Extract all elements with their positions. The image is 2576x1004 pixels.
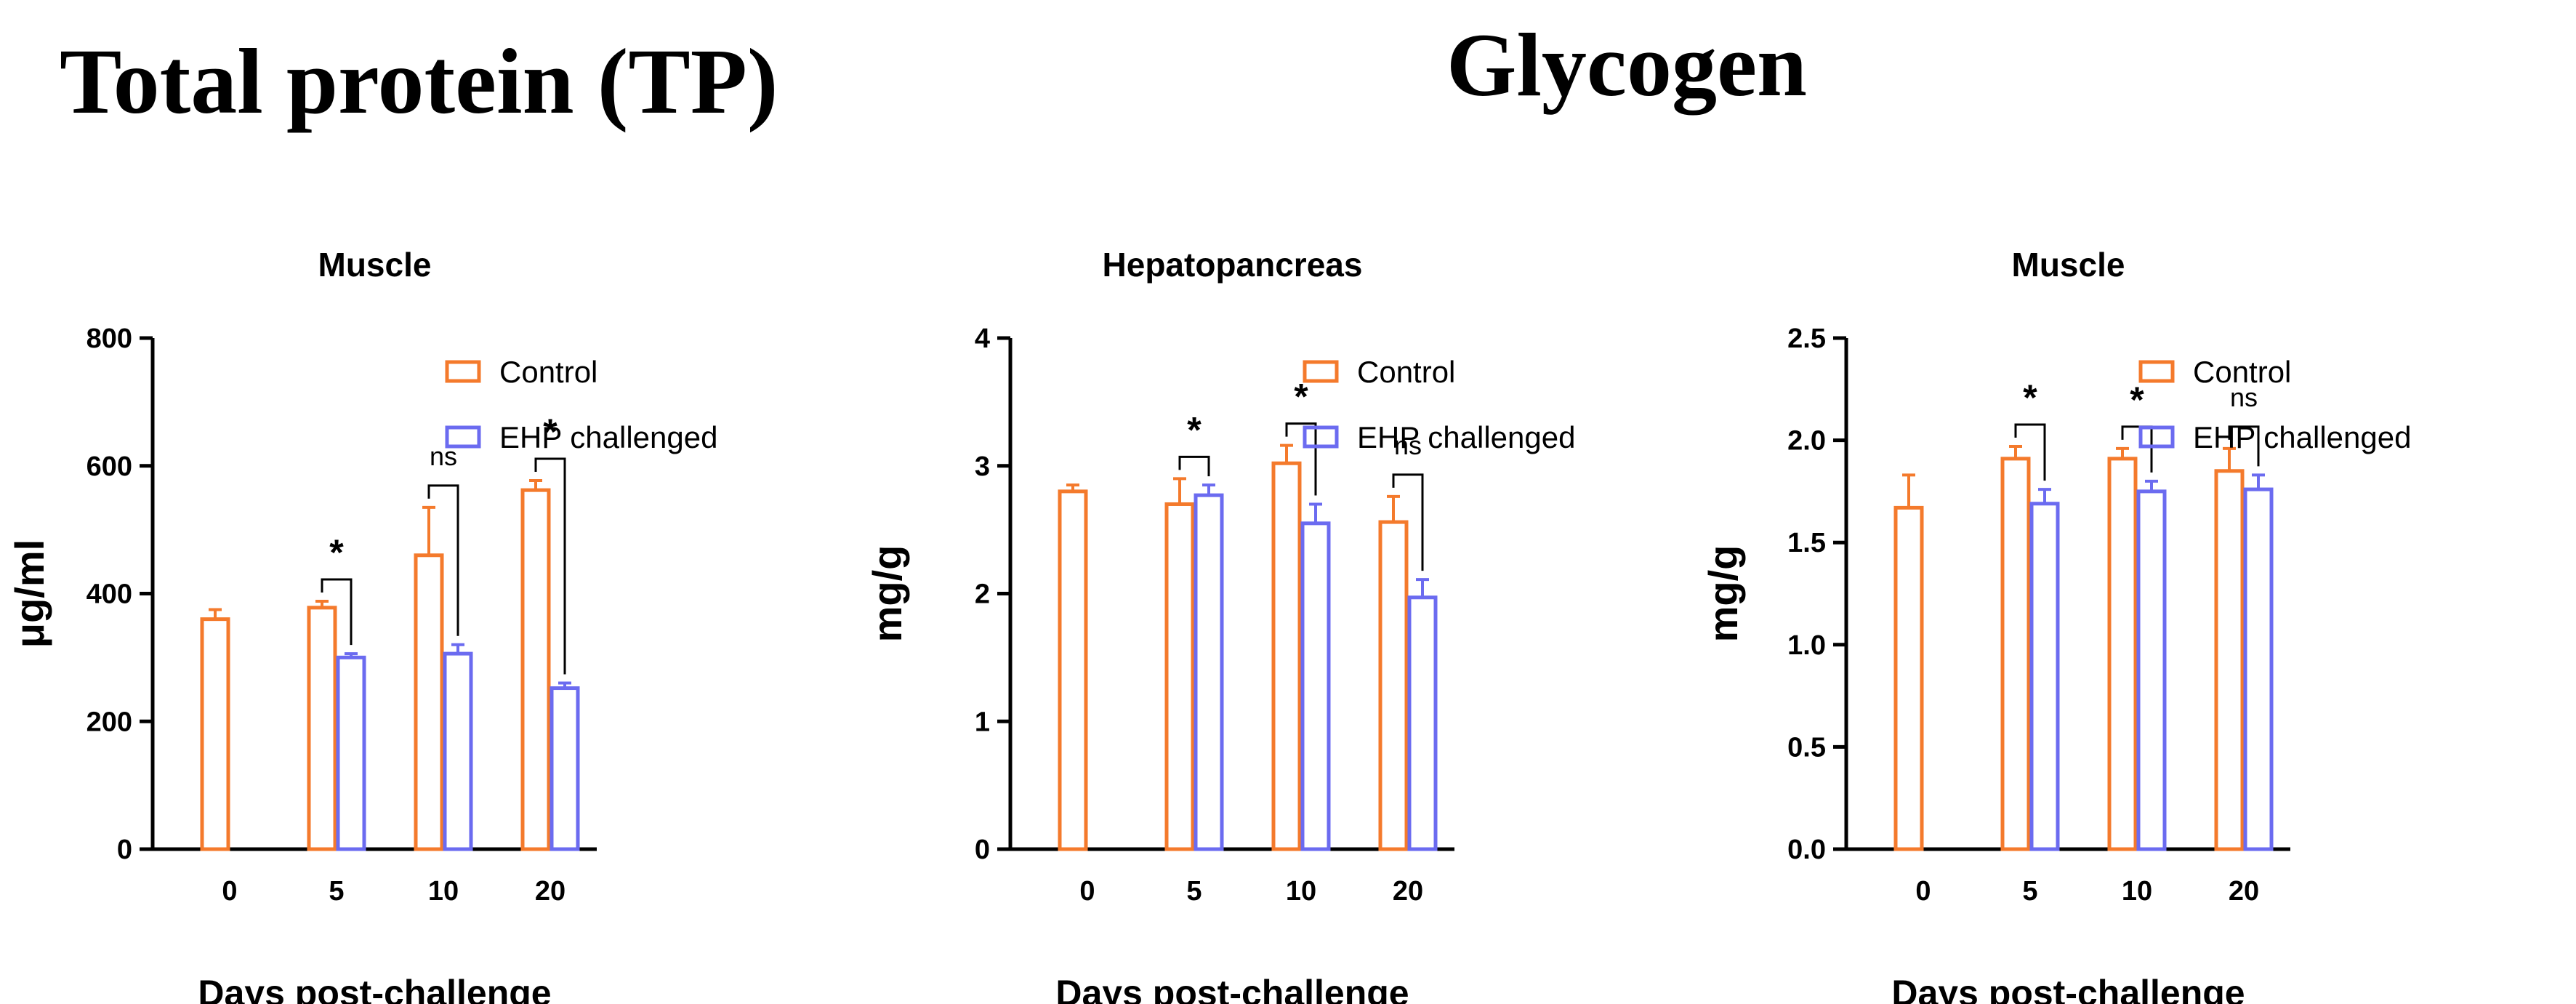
gly-muscle-control-bar [2107,457,2138,851]
tp-muscle-sig-label: * [329,532,344,573]
tp-muscle-x-tick-label: 0 [222,876,237,907]
gly-hepatopancreas-y-tick-label: 3 [975,451,990,482]
gly-muscle-control-bar [2000,457,2031,851]
tp-muscle-legend-swatch-ehp [445,425,481,449]
gly-muscle-ehp-bar [2136,489,2167,851]
gly-hepatopancreas-sig-label: * [1294,377,1308,417]
tp-muscle-sig-bracket [534,457,566,675]
gly-muscle-y-tick-label: 2.5 [1787,324,1826,354]
gly-muscle-x-tick-label: 0 [1915,876,1931,907]
gly-hepatopancreas-legend-label-control: Control [1357,355,1455,389]
gly-muscle-y-tick-label: 0.0 [1787,835,1826,865]
tp-muscle-control-bar [200,617,230,851]
gly-hepatopancreas-y-tick-label: 0 [975,835,990,865]
tp-muscle-y-tick-label: 200 [86,707,132,737]
gly-hepatopancreas-control-bar [1271,461,1302,851]
tp-muscle-control-bar [307,606,337,851]
gly-hepatopancreas-sig-label: * [1187,409,1202,450]
gly-muscle-x-tick-label: 10 [2122,876,2152,907]
total-protein-heading: Total protein (TP) [60,30,778,133]
gly-muscle-x-tick-label: 20 [2229,876,2259,907]
gly-hepatopancreas-legend-swatch-control [1303,360,1339,383]
gly-muscle-sig-label: * [2023,377,2037,418]
gly-hepatopancreas-sig-bracket [1392,473,1424,571]
tp-muscle-title: Muscle [318,246,432,284]
tp-muscle-ehp-bar [336,655,366,851]
gly-muscle-title: Muscle [2012,246,2125,284]
gly-muscle-y-tick-label: 1.0 [1787,630,1826,661]
gly-hepatopancreas-legend-label-ehp: EHP challenged [1357,420,1575,454]
gly-hepatopancreas-y-tick-label: 2 [975,579,990,610]
gly-muscle-ehp-bar [2029,502,2060,851]
gly-muscle-sig-bracket [2014,423,2046,481]
gly-hepatopancreas-ehp-bar [1300,521,1331,851]
gly-hepatopancreas-control-bar [1058,489,1088,851]
gly-muscle-ehp-bar [2243,487,2274,851]
gly-hepatopancreas-control-bar [1378,520,1409,851]
gly-muscle-legend-swatch-ehp [2138,425,2175,449]
gly-hepatopancreas-sig-bracket [1285,422,1317,496]
tp-muscle-legend-label-ehp: EHP challenged [499,420,717,454]
gly-hepatopancreas-x-axis-label: Days post-challenge [1055,973,1409,1004]
gly-muscle-y-tick-label: 0.5 [1787,732,1826,763]
gly-muscle-legend-label-ehp: EHP challenged [2193,420,2411,454]
gly-hepatopancreas-ehp-bar [1407,595,1438,851]
gly-hepatopancreas-x-tick-label: 10 [1286,876,1316,907]
glycogen-muscle-chart: Muscle 0.0 0.5 1.0 1.5 2.0 2.5 mg/g 0 5 * 10 * 20 ns Da… [1700,246,2411,1004]
tp-muscle-control-bar [414,553,444,851]
gly-hepatopancreas-title: Hepatopancreas [1103,246,1363,284]
tp-muscle-ehp-bar [550,686,580,851]
gly-muscle-y-tick-label: 2.0 [1787,426,1826,457]
gly-hepatopancreas-x-tick-label: 5 [1186,876,1202,907]
gly-hepatopancreas-y-axis-label: mg/g [864,545,910,643]
gly-hepatopancreas-sig-bracket [1178,455,1210,477]
gly-muscle-legend-label-control: Control [2193,355,2291,389]
gly-muscle-sig-label: ns [2230,382,2258,412]
tp-muscle-legend-swatch-control [445,360,481,383]
gly-hepatopancreas-control-bar [1164,502,1195,851]
gly-muscle-sig-bracket [2228,425,2260,467]
gly-hepatopancreas-x-tick-label: 0 [1079,876,1095,907]
tp-muscle-x-tick-label: 5 [329,876,344,907]
gly-muscle-x-tick-label: 5 [2022,876,2037,907]
tp-muscle-ehp-bar [443,651,473,851]
gly-hepatopancreas-y-tick-label: 4 [975,324,990,354]
gly-hepatopancreas-y-tick-label: 1 [975,707,990,737]
glycogen-heading: Glycogen [1446,15,1807,115]
gly-muscle-y-axis-label: mg/g [1700,545,1746,643]
tp-muscle-control-bar [520,488,551,851]
tp-muscle-y-tick-label: 800 [86,324,132,354]
gly-muscle-y-tick-label: 1.5 [1787,528,1826,558]
tp-muscle-sig-label: * [543,411,558,452]
tp-muscle-x-tick-label: 10 [428,876,459,907]
gly-hepatopancreas-sig-label: ns [1394,430,1422,460]
tp-muscle-y-tick-label: 400 [86,579,132,610]
gly-muscle-control-bar [1893,505,1924,851]
glycogen-hepatopancreas-chart: Hepatopancreas 0 1 2 3 4 mg/g 0 5 * 10 * 20 ns Days po… [864,246,1575,1004]
tp-muscle-x-tick-label: 20 [535,876,565,907]
gly-muscle-x-axis-label: Days post-challenge [1891,973,2245,1004]
gly-muscle-control-bar [2214,469,2245,851]
tp-muscle-sig-bracket [321,578,353,646]
gly-muscle-legend-swatch-control [2138,360,2175,383]
tp-muscle-legend-label-control: Control [499,355,597,389]
tp-muscle-y-tick-label: 0 [117,835,132,865]
gly-muscle-sig-bracket [2121,425,2153,473]
tp-muscle-x-axis-label: Days post-challenge [198,973,551,1004]
tp-muscle-y-tick-label: 600 [86,451,132,482]
tp-muscle-sig-bracket [427,484,459,636]
tp-muscle-y-axis-label: μg/ml [7,539,52,648]
gly-hepatopancreas-x-tick-label: 20 [1393,876,1423,907]
gly-hepatopancreas-ehp-bar [1194,493,1224,851]
gly-muscle-sig-label: * [2130,379,2144,420]
gly-hepatopancreas-legend-swatch-ehp [1303,425,1339,449]
